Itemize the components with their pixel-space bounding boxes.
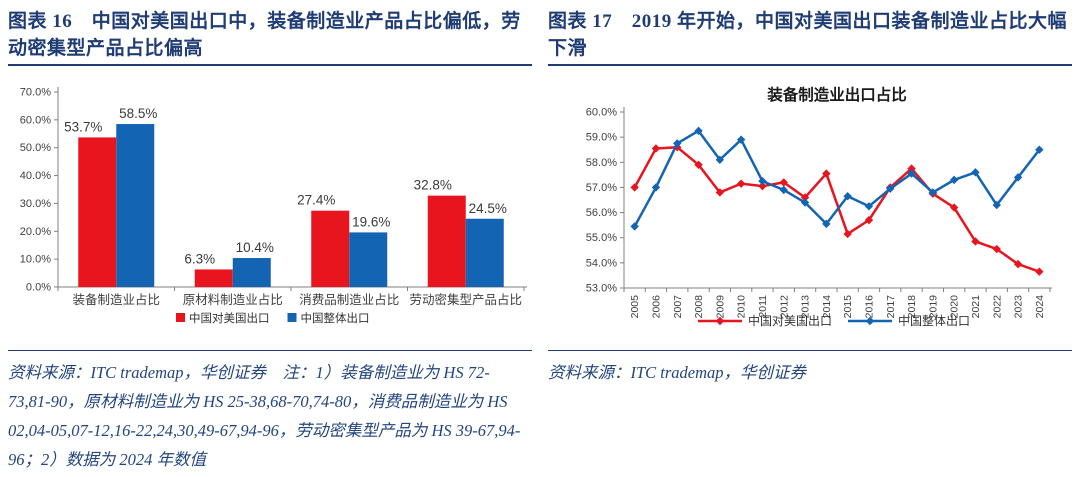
y-tick-label: 70.0% — [20, 87, 51, 99]
diamond-marker — [992, 200, 1001, 210]
x-tick-label: 2013 — [800, 295, 812, 319]
x-tick-label: 2023 — [1013, 295, 1025, 319]
bar-china-to-us — [78, 137, 117, 287]
x-tick-label: 2005 — [629, 295, 641, 319]
diamond-marker — [822, 169, 831, 178]
diamond-marker — [971, 237, 980, 246]
bar-china-to-us — [194, 269, 233, 287]
data-label: 53.7% — [64, 119, 102, 134]
x-tick-label: 2019 — [927, 295, 939, 319]
legend-label: 中国对美国出口 — [189, 311, 270, 325]
category-label: 原材料制造业占比 — [183, 292, 283, 307]
diamond-marker — [673, 139, 682, 148]
diamond-marker — [949, 175, 959, 185]
data-label: 19.6% — [352, 214, 390, 229]
x-tick-label: 2016 — [863, 295, 875, 319]
line-china-to-us — [633, 145, 1041, 273]
line-china-overall — [633, 129, 1041, 228]
diamond-marker — [864, 215, 874, 225]
legend-marker — [715, 316, 725, 326]
x-tick-label: 2008 — [693, 295, 705, 319]
diamond-marker — [843, 192, 852, 201]
figure16-panel: 图表 16 中国对美国出口中，装备制造业产品占比偏低，劳动密集型产品占比偏高 0… — [8, 0, 532, 477]
bar-china-overall — [349, 232, 388, 287]
bar-china-overall — [465, 218, 504, 287]
legend-marker — [865, 316, 875, 326]
diamond-marker — [928, 188, 938, 197]
diamond-marker — [949, 203, 959, 212]
diamond-marker — [886, 184, 895, 193]
diamond-marker — [1035, 267, 1044, 276]
bar-china-overall — [232, 258, 271, 287]
data-label: 58.5% — [119, 106, 157, 121]
legend-label: 中国整体出口 — [301, 311, 370, 325]
diamond-marker — [779, 185, 788, 195]
bar-china-to-us — [311, 210, 350, 287]
diamond-marker — [736, 179, 746, 188]
x-tick-label: 2014 — [821, 295, 833, 319]
diamond-marker — [758, 176, 767, 186]
x-tick-label: 2011 — [757, 295, 769, 318]
figure16-source-note: 资料来源：ITC trademap，华创证券 注：1）装备制造业为 HS 72-… — [8, 350, 532, 474]
figure16-title: 图表 16 中国对美国出口中，装备制造业产品占比偏低，劳动密集型产品占比偏高 — [8, 8, 532, 66]
bar-china-overall — [116, 124, 155, 288]
diamond-marker — [843, 229, 852, 239]
figure16-chart-box: 0.0% 10.0% 20.0% 30.0% 40.0% 50.0% 60.0% 70.0% 装… — [8, 84, 532, 344]
x-tick-label: 2018 — [906, 295, 918, 319]
y-tick-label: 60.0% — [586, 107, 617, 119]
x-tick-label: 2010 — [736, 295, 748, 319]
y-tick-label: 59.0% — [586, 132, 617, 144]
category-label: 劳动密集型产品占比 — [409, 292, 522, 307]
figure17-title: 图表 17 2019 年开始，中国对美国出口装备制造业占比大幅下滑 — [548, 8, 1072, 66]
category-label: 装备制造业占比 — [72, 292, 160, 307]
figure16-bar-chart: 0.0% 10.0% 20.0% 30.0% 40.0% 50.0% 60.0% 70.0% 装… — [20, 87, 527, 325]
data-label: 6.3% — [184, 251, 215, 266]
x-tick-label: 2020 — [949, 295, 961, 319]
chart-title: 装备制造业出口占比 — [766, 85, 907, 104]
y-tick-label: 57.0% — [586, 182, 617, 194]
x-tick-label: 2015 — [842, 295, 854, 319]
legend-label: 中国对美国出口 — [748, 313, 832, 328]
figure17-source-note: 资料来源：ITC trademap，华创证券 — [548, 350, 1072, 387]
diamond-marker — [779, 178, 788, 187]
diamond-marker — [992, 244, 1001, 254]
y-tick-label: 53.0% — [586, 283, 617, 295]
diamond-marker — [822, 219, 831, 229]
data-label: 10.4% — [236, 240, 274, 255]
diamond-marker — [1035, 145, 1044, 154]
x-tick-label: 2024 — [1034, 295, 1046, 319]
category-label: 消费品制造业占比 — [299, 292, 399, 307]
y-tick-label: 58.0% — [586, 157, 617, 169]
x-tick-label: 2021 — [970, 295, 982, 319]
legend-label: 中国整体出口 — [898, 313, 970, 328]
x-tick-label: 2022 — [991, 295, 1003, 319]
x-tick-label: 2017 — [885, 295, 897, 319]
legend-swatch — [176, 313, 185, 322]
figure17-line-chart: 装备制造业出口占比 53.0% 54.0% 55.0% 56.0% 57.0% 58.0% 5… — [586, 85, 1052, 328]
y-tick-label: 54.0% — [586, 257, 617, 269]
bar-china-to-us — [427, 195, 466, 287]
y-tick-label: 10.0% — [20, 254, 51, 266]
data-label: 24.5% — [469, 201, 507, 216]
x-tick-label: 2012 — [778, 295, 790, 319]
y-tick-label: 40.0% — [20, 170, 51, 182]
y-tick-label: 0.0% — [26, 282, 51, 294]
y-tick-label: 20.0% — [20, 226, 51, 238]
data-label: 32.8% — [414, 178, 452, 193]
legend-swatch — [287, 313, 297, 322]
figure17-chart-box: 装备制造业出口占比 53.0% 54.0% 55.0% 56.0% 57.0% 58.0% 5… — [548, 84, 1072, 344]
y-tick-label: 30.0% — [20, 198, 51, 210]
y-tick-label: 50.0% — [20, 142, 51, 154]
x-tick-label: 2007 — [672, 295, 684, 319]
x-tick-label: 2009 — [714, 295, 726, 319]
y-tick-label: 56.0% — [586, 207, 617, 219]
y-tick-label: 55.0% — [586, 232, 617, 244]
y-tick-label: 60.0% — [20, 114, 51, 126]
x-tick-label: 2006 — [650, 295, 662, 319]
figure17-panel: 图表 17 2019 年开始，中国对美国出口装备制造业占比大幅下滑 装备制造业出… — [548, 0, 1072, 477]
data-label: 27.4% — [297, 193, 335, 208]
